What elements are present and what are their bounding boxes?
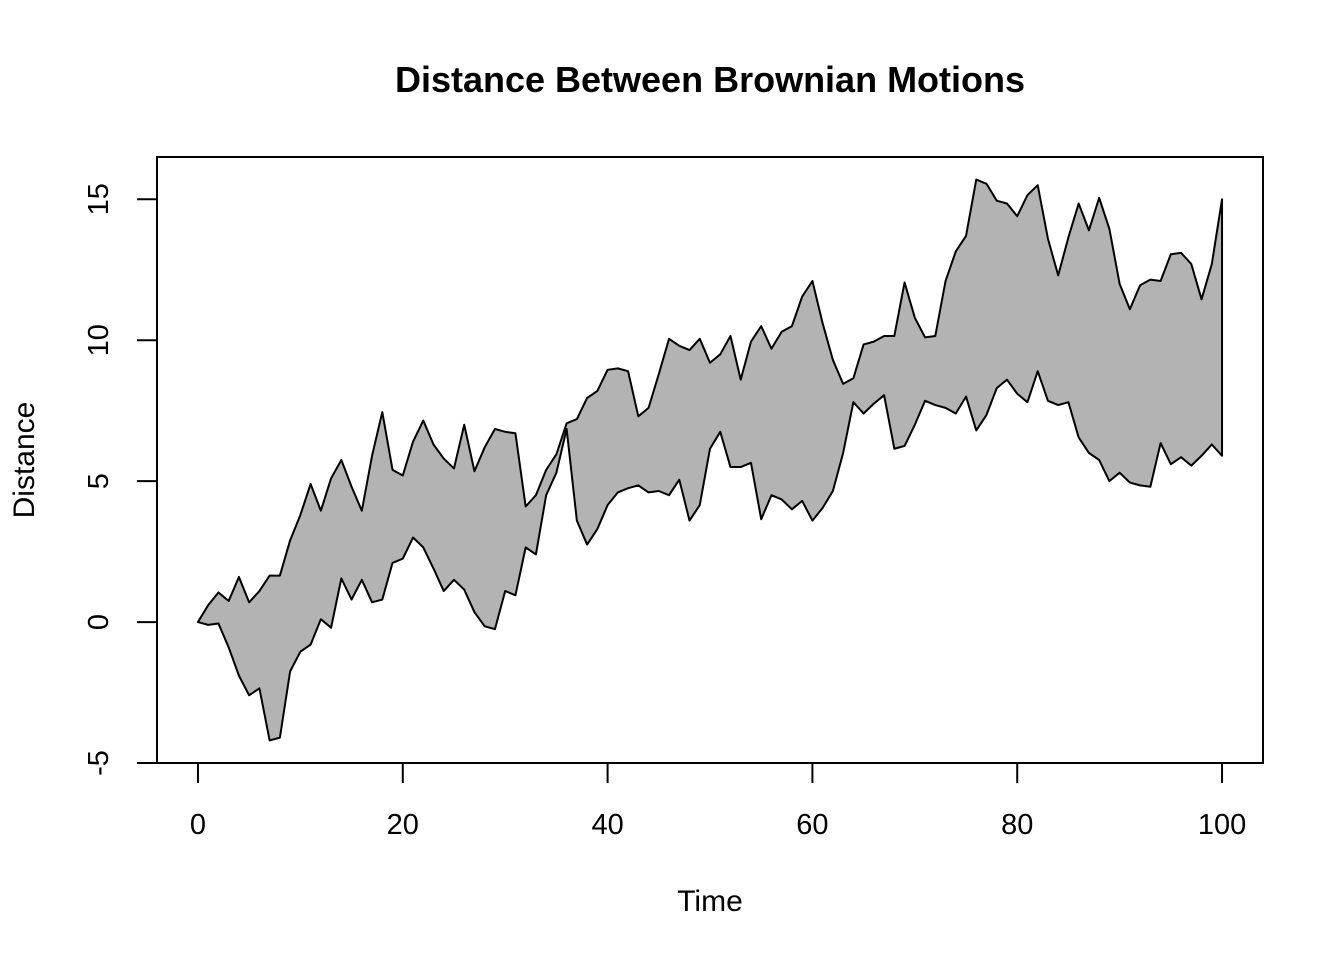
y-axis-label: Distance [8, 402, 41, 519]
chart-title: Distance Between Brownian Motions [395, 59, 1025, 100]
y-axis: -5 0 5 10 15 [83, 183, 158, 776]
x-axis: 0 20 40 60 80 100 [190, 762, 1246, 841]
distance-band [196, 178, 1224, 742]
y-tick-label: -5 [83, 750, 115, 776]
y-tick-label: 15 [83, 183, 115, 215]
y-tick-label: 10 [83, 324, 115, 356]
x-tick-label: 60 [796, 809, 828, 841]
y-tick-label: 5 [83, 473, 115, 489]
x-tick-label: 0 [190, 809, 206, 841]
x-tick-label: 80 [1001, 809, 1033, 841]
x-tick-label: 40 [591, 809, 623, 841]
x-tick-label: 100 [1198, 809, 1246, 841]
y-tick-label: 0 [83, 614, 115, 630]
area-layer [196, 178, 1224, 742]
x-axis-label: Time [677, 885, 743, 918]
x-tick-label: 20 [387, 809, 419, 841]
